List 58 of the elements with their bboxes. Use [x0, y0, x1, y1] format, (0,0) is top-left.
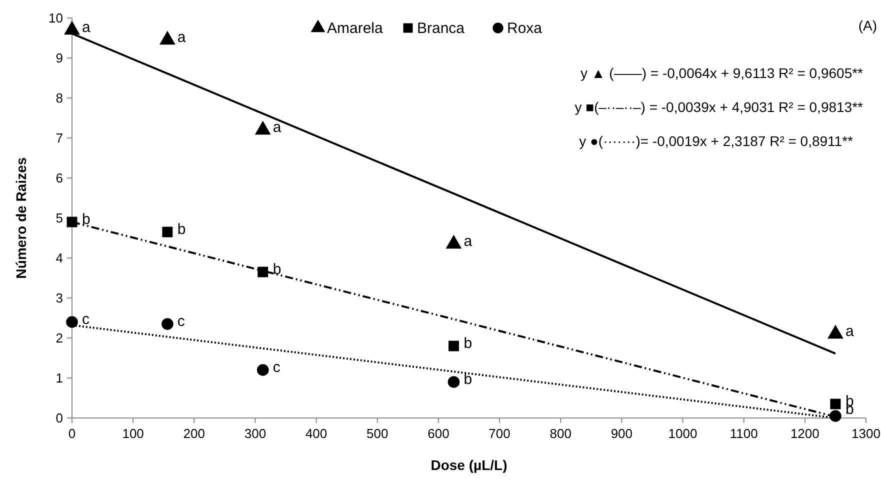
- annotation: y ●(·······)= -0,0019x + 2,3187 R² = 0,8911**: [579, 133, 854, 149]
- annotation: b: [177, 221, 186, 238]
- annotation: c: [82, 311, 90, 328]
- y-tick-label: 0: [56, 410, 63, 426]
- x-tick-label: 600: [428, 426, 450, 441]
- x-tick-label: 400: [305, 426, 328, 441]
- y-tick-label: 7: [56, 130, 63, 146]
- legend-label: Amarela: [327, 20, 384, 37]
- annotation: b: [272, 261, 282, 278]
- annotation: b: [464, 335, 472, 352]
- y-tick-label: 8: [56, 90, 63, 106]
- annotation: c: [272, 359, 281, 376]
- point: [256, 364, 269, 376]
- y-axis-title: Número de Raizes: [13, 157, 29, 279]
- x-tick-label: 300: [244, 426, 266, 441]
- x-tick-label: 1200: [790, 426, 820, 441]
- y-tick-label: 5: [56, 210, 63, 226]
- x-tick-label: 100: [122, 426, 144, 441]
- annotation: y ■(–··–··–) = -0,0039x + 4,9031 R² = 0,9813**: [574, 99, 864, 115]
- y-tick-label: 2: [56, 330, 63, 346]
- x-tick-label: 200: [183, 426, 206, 441]
- annotation: b: [82, 211, 90, 228]
- annotation: a: [177, 29, 186, 46]
- x-tick-label: 1000: [668, 426, 698, 441]
- annotation: a: [272, 119, 282, 136]
- x-tick-label: 1100: [730, 426, 758, 441]
- y-tick-label: 3: [56, 290, 63, 306]
- point: [254, 120, 271, 135]
- y-tick-label: 9: [56, 50, 63, 66]
- point: [66, 316, 78, 328]
- x-axis-title: Dose (µL/L): [430, 457, 508, 473]
- y-tick-label: 1: [56, 370, 63, 386]
- point: [162, 226, 173, 238]
- annotation: a: [82, 19, 91, 36]
- x-tick-label: 500: [366, 426, 388, 441]
- x-tick-label: 1300: [852, 426, 880, 441]
- point: [830, 398, 841, 410]
- y-tick-label: 4: [56, 250, 63, 266]
- legend-label: Branca: [417, 20, 466, 37]
- x-tick-label: 900: [610, 426, 633, 441]
- x-tick-label: 0: [68, 426, 76, 441]
- point: [162, 318, 174, 330]
- x-tick-label: 700: [488, 426, 510, 441]
- y-tick-label: 6: [56, 170, 63, 186]
- annotation: a: [845, 323, 854, 340]
- annotation: y ▲ (——) = -0,0064x + 9,6113 R² = 0,9605**: [580, 65, 864, 81]
- annotation: b: [464, 371, 472, 388]
- point: [159, 30, 176, 45]
- legend-label: Roxa: [507, 20, 543, 37]
- point: [446, 234, 462, 249]
- annotation: c: [177, 313, 186, 330]
- annotation: (A): [858, 17, 877, 34]
- y-tick-label: 10: [48, 10, 63, 26]
- annotation: a: [464, 233, 473, 250]
- point: [64, 20, 80, 35]
- point: [448, 376, 460, 388]
- x-tick-label: 800: [550, 426, 572, 441]
- point: [448, 340, 459, 352]
